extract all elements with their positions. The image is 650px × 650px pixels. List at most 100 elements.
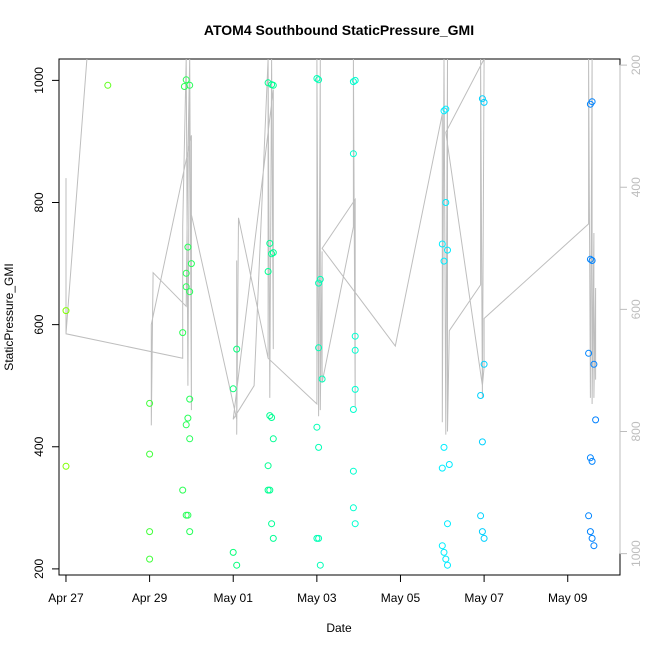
data-point xyxy=(477,512,485,520)
data-point xyxy=(442,199,450,206)
x-tick-label: May 09 xyxy=(548,591,588,605)
data-point xyxy=(586,454,594,462)
data-point xyxy=(480,98,488,106)
data-point xyxy=(315,76,323,84)
data-point xyxy=(315,344,323,352)
x-tick-label: Apr 27 xyxy=(48,591,84,605)
data-point xyxy=(184,243,192,251)
data-point xyxy=(477,392,485,399)
data-point xyxy=(440,443,448,451)
data-point xyxy=(351,346,359,354)
data-point xyxy=(315,279,323,287)
x-tick-label: May 05 xyxy=(381,591,421,605)
data-point xyxy=(264,462,272,470)
data-point xyxy=(349,406,357,413)
data-point xyxy=(480,360,488,368)
trajectory-lines xyxy=(65,59,597,435)
data-point xyxy=(351,385,359,393)
data-point xyxy=(180,83,188,90)
x-tick-label: May 03 xyxy=(297,591,337,605)
x-axis-label: Date xyxy=(326,621,352,635)
data-point xyxy=(62,462,70,470)
plot-frame xyxy=(58,58,621,576)
data-point xyxy=(349,150,357,158)
data-point xyxy=(590,360,598,368)
data-point xyxy=(351,76,359,84)
data-point xyxy=(349,78,357,86)
data-point xyxy=(184,414,192,422)
data-point xyxy=(268,250,276,258)
data-point xyxy=(588,98,596,106)
y-tick-label: 400 xyxy=(32,436,46,456)
data-point xyxy=(478,95,486,103)
y2-tick-label: 200 xyxy=(629,55,643,75)
x-axis: Apr 27 Apr 29 May 01 May 03 May 05 May 07 May … xyxy=(48,574,588,605)
data-point xyxy=(268,414,276,421)
data-point xyxy=(480,534,488,542)
data-point xyxy=(440,548,448,556)
data-point xyxy=(349,467,357,475)
data-point xyxy=(438,542,446,550)
data-point xyxy=(351,332,359,340)
data-point xyxy=(182,269,190,277)
x-tick-label: Apr 29 xyxy=(132,591,168,605)
data-point xyxy=(590,542,598,550)
data-point xyxy=(585,349,593,357)
data-point xyxy=(266,239,274,247)
y2-tick-label: 1000 xyxy=(629,540,643,567)
data-point xyxy=(268,520,276,528)
data-point xyxy=(445,461,453,468)
data-point xyxy=(186,435,194,443)
data-point xyxy=(588,534,596,542)
data-point xyxy=(444,246,451,254)
data-point xyxy=(313,423,321,431)
y2-tick-label: 800 xyxy=(629,421,643,441)
data-point xyxy=(264,268,272,275)
data-point xyxy=(233,345,241,353)
data-point xyxy=(269,81,277,89)
y-axis-label: StaticPressure_GMI xyxy=(2,263,16,370)
data-point xyxy=(182,76,190,84)
data-point xyxy=(146,399,154,407)
y-tick-label: 200 xyxy=(32,559,46,579)
y-tick-label: 800 xyxy=(32,192,46,212)
data-point xyxy=(444,520,451,528)
data-point xyxy=(586,528,594,536)
data-point xyxy=(315,443,323,451)
chart-title: ATOM4 Southbound StaticPressure_GMI xyxy=(204,22,474,38)
data-point xyxy=(186,395,194,403)
data-point xyxy=(478,528,486,536)
data-point xyxy=(187,260,195,268)
data-point xyxy=(438,464,446,472)
data-point xyxy=(351,520,359,528)
data-point xyxy=(440,107,448,115)
data-point xyxy=(186,288,194,296)
x-tick-label: May 01 xyxy=(214,591,254,605)
data-point xyxy=(316,275,324,283)
x-tick-label: May 07 xyxy=(464,591,504,605)
secondary-y-axis: 200 400 600 800 1000 xyxy=(619,55,643,567)
data-point xyxy=(186,81,194,89)
data-points xyxy=(62,75,600,569)
data-point xyxy=(316,561,324,569)
data-point xyxy=(442,555,450,563)
data-point xyxy=(269,534,277,542)
y-tick-label: 600 xyxy=(32,314,46,334)
data-point xyxy=(179,329,187,337)
data-point xyxy=(592,416,600,424)
data-point xyxy=(182,421,190,429)
data-point xyxy=(318,375,326,383)
y2-tick-label: 400 xyxy=(629,177,643,197)
data-point xyxy=(442,105,450,113)
data-point xyxy=(179,486,187,494)
data-point xyxy=(266,486,274,494)
data-point xyxy=(588,457,596,465)
data-point xyxy=(269,435,277,443)
data-point xyxy=(349,504,357,512)
data-point xyxy=(440,257,448,265)
data-point xyxy=(588,257,596,264)
data-point xyxy=(146,528,154,536)
data-point xyxy=(266,412,274,420)
data-point xyxy=(104,81,112,89)
